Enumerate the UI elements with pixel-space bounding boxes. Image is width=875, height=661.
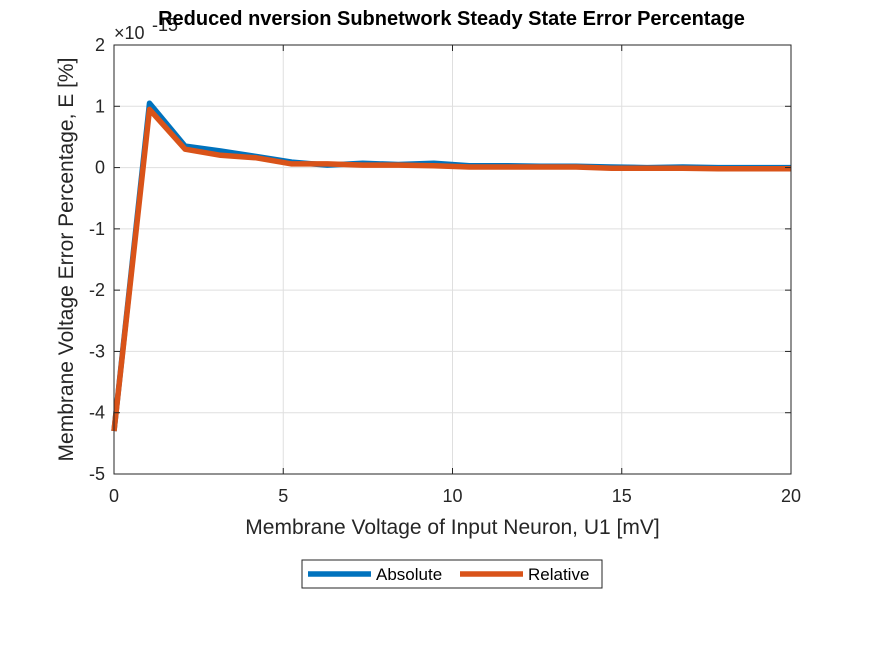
legend: Absolute Relative: [301, 559, 603, 589]
y-axis-exponent: ×10 -15: [114, 15, 178, 43]
exponent-power: -15: [152, 15, 178, 35]
series-line-relative: [111, 106, 791, 432]
x-tick-label: 5: [278, 486, 288, 506]
series-layer: [111, 100, 791, 432]
y-tick-label: -4: [89, 403, 105, 423]
grid-layer: [114, 45, 791, 474]
x-tick-label: 15: [612, 486, 632, 506]
y-axis-label: Membrane Voltage Error Percentage, E [%]: [55, 58, 78, 462]
x-tick-label: 20: [781, 486, 801, 506]
y-tick-label: -3: [89, 341, 105, 361]
x-axis-label: Membrane Voltage of Input Neuron, U1 [mV…: [245, 516, 659, 539]
chart-title: Reduced nversion Subnetwork Steady State…: [158, 8, 745, 30]
tick-layer: 0 5 10 15 20 -5 -4 -3 -2 -1 0 1 2: [89, 35, 801, 506]
y-tick-label: 2: [95, 35, 105, 55]
legend-label-absolute: Absolute: [376, 565, 442, 584]
legend-label-relative: Relative: [528, 565, 589, 584]
x-tick-label: 10: [442, 486, 462, 506]
y-tick-label: -2: [89, 280, 105, 300]
y-tick-label: -1: [89, 219, 105, 239]
x-tick-label: 0: [109, 486, 119, 506]
y-tick-label: 0: [95, 158, 105, 178]
y-tick-label: 1: [95, 96, 105, 116]
exponent-base: ×10: [114, 23, 145, 43]
y-tick-label: -5: [89, 464, 105, 484]
